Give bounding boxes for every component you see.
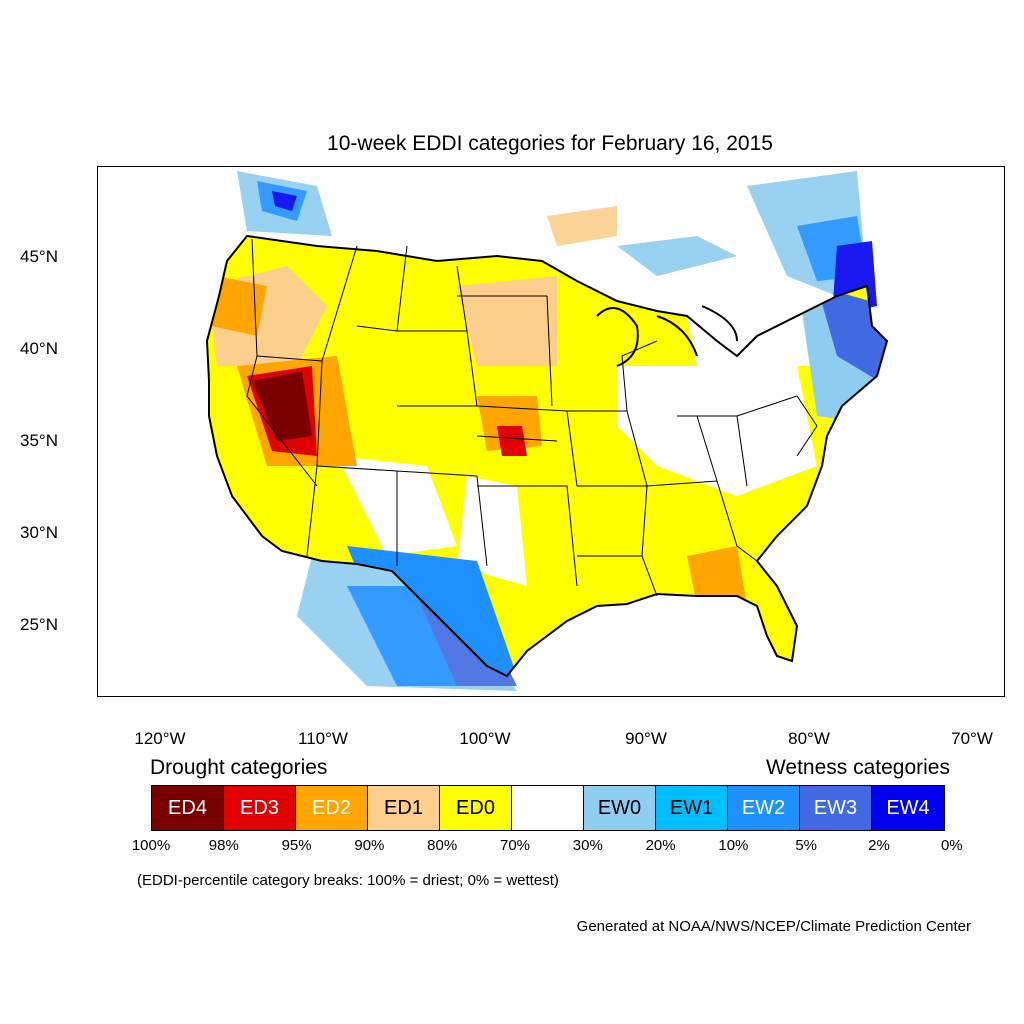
break-label: 30% (572, 837, 603, 854)
break-label: 95% (281, 837, 312, 854)
lat-label-30: 30°N (20, 523, 58, 542)
break-label: 70% (499, 837, 531, 854)
break-label: 0% (940, 837, 963, 854)
lat-label-35: 35°N (20, 431, 58, 450)
break-label: 10% (718, 837, 749, 854)
legend-box-ew1: EW1 (656, 786, 728, 830)
wetness-heading: Wetness categories (765, 756, 950, 779)
legend-box-ew4: EW4 (872, 786, 944, 830)
legend-box-ew2: EW2 (728, 786, 800, 830)
lon-label-80w: 80°W (788, 729, 830, 748)
lon-label-110w: 110°W (298, 729, 348, 748)
drought-heading: Drought categories (150, 756, 328, 779)
lon-label-90w: 90°W (625, 729, 667, 748)
break-label: 98% (208, 837, 239, 854)
break-label: 100% (131, 837, 171, 854)
eddi-map (97, 166, 1005, 697)
legend-box-neutral (512, 786, 584, 830)
lat-label-25: 25°N (20, 615, 58, 634)
category-note: (EDDI-percentile category breaks: 100% =… (137, 872, 559, 889)
lat-label-40: 40°N (20, 339, 58, 358)
break-label: 5% (795, 837, 818, 854)
map-outlines (205, 234, 889, 678)
break-label: 2% (868, 837, 890, 854)
legend-box-ed3: ED3 (224, 786, 296, 830)
break-label: 90% (354, 837, 385, 854)
lon-label-120w: 120°W (134, 729, 186, 748)
lat-label-45: 45°N (20, 247, 58, 266)
legend-box-ew0: EW0 (584, 786, 656, 830)
break-label: 80% (427, 837, 458, 854)
map-title: 10-week EDDI categories for February 16,… (327, 132, 773, 155)
credit-line: Generated at NOAA/NWS/NCEP/Climate Predi… (576, 918, 971, 935)
legend-box-ed0: ED0 (440, 786, 512, 830)
legend-box-ed2: ED2 (296, 786, 368, 830)
lon-label-70w: 70°W (951, 729, 993, 748)
legend-box-ed1: ED1 (368, 786, 440, 830)
break-label: 20% (645, 837, 676, 854)
category-legend: ED4 ED3 ED2 ED1 ED0 EW0 EW1 EW2 EW3 EW4 (151, 785, 945, 831)
legend-box-ew3: EW3 (800, 786, 872, 830)
legend-box-ed4: ED4 (152, 786, 224, 830)
lon-label-100w: 100°W (459, 729, 511, 748)
